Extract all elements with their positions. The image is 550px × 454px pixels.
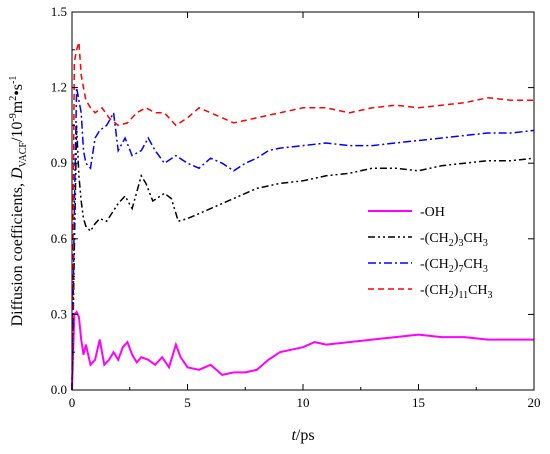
series-line-2 xyxy=(71,87,535,391)
legend: -OH -(CH2)3CH3 -(CH2)7CH3 -(CH2)11CH3 xyxy=(368,205,493,301)
y-tick-label: 0.0 xyxy=(51,382,67,397)
x-tick-label: 20 xyxy=(528,395,541,410)
axes: 0 5 10 15 20 0.0 0.3 0.6 0.9 1.2 1.5 xyxy=(51,4,541,410)
x-tick-label: 0 xyxy=(69,395,76,410)
legend-label-3: -(CH2)11CH3 xyxy=(420,283,493,301)
y-tick-label: 1.5 xyxy=(51,4,67,19)
x-axis-label: t/ps xyxy=(291,427,314,444)
legend-label-1: -(CH2)3CH3 xyxy=(420,231,488,249)
plot-area xyxy=(71,41,535,391)
x-tick-label: 10 xyxy=(297,395,310,410)
legend-label-0: -OH xyxy=(420,205,445,220)
y-tick-label: 1.2 xyxy=(51,80,67,95)
plot-frame xyxy=(71,11,535,391)
y-tick-label: 0.6 xyxy=(51,231,68,246)
x-tick-label: 15 xyxy=(412,395,425,410)
axis-labels: t/ps Diffusion coefficients, DVACF/10-9m2… xyxy=(8,76,315,444)
series-line-0 xyxy=(71,310,534,391)
legend-label-2: -(CH2)7CH3 xyxy=(420,257,488,275)
y-tick-label: 0.9 xyxy=(51,155,67,170)
y-axis-label: Diffusion coefficients, DVACF/10-9m2•s-1 xyxy=(8,76,29,327)
y-tick-label: 0.3 xyxy=(51,306,67,321)
x-tick-label: 5 xyxy=(184,395,191,410)
